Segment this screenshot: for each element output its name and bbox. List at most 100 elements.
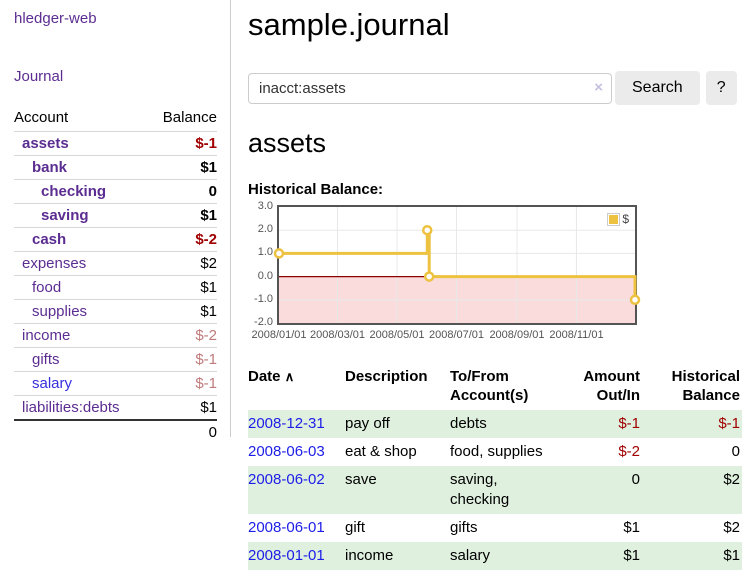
transaction-row: 2008-12-31 pay off debts $-1 $-1 [248, 410, 742, 438]
transaction-row: 2008-06-02 save saving, checking 0 $2 [248, 466, 742, 514]
account-row: food $1 [14, 275, 217, 300]
account-link[interactable]: income [22, 327, 71, 344]
account-link[interactable]: supplies [32, 303, 88, 320]
sidebar-account-rows: assets $-1 bank $1 checking 0 saving $1 cash $-2 e… [14, 131, 217, 420]
balance-column-header2: Historical Balance [671, 368, 740, 404]
y-axis-tick: 1.0 [257, 246, 273, 259]
account-row: assets $-1 [14, 131, 217, 156]
accounts-column-header: To/From Account(s) [450, 368, 529, 404]
account-row: salary $-1 [14, 371, 217, 396]
transaction-accounts: salary [450, 542, 565, 570]
help-button[interactable]: ? [705, 71, 737, 105]
account-link[interactable]: cash [32, 231, 67, 248]
main-content: sample.journal × Search ? assets Histori… [248, 0, 742, 570]
legend-label: $ [622, 212, 629, 226]
account-row: bank $1 [14, 155, 217, 180]
transaction-date-link[interactable]: 2008-01-01 [248, 547, 325, 564]
historical-balance-chart: $ 3.0 2.0 1.0 0.0 -1.0 -2.0 2008/01/01 2008/03/… [248, 200, 742, 345]
account-balance: $-1 [148, 131, 217, 156]
account-column-header: Account [14, 109, 69, 126]
account-balance: $1 [148, 275, 217, 300]
account-link[interactable]: liabilities:debts [22, 399, 120, 416]
transaction-date-link[interactable]: 2008-12-31 [248, 415, 325, 432]
balance-column-header: Balance [162, 109, 217, 126]
register-table: Date ∧ Description To/From Account(s) Am… [248, 367, 742, 570]
account-row: cash $-2 [14, 227, 217, 252]
transaction-date-link[interactable]: 2008-06-01 [248, 519, 325, 536]
account-balance: 0 [148, 179, 217, 204]
y-axis-tick: -2.0 [254, 316, 273, 328]
transaction-balance: $1 [640, 542, 742, 570]
x-axis-tick: 2008/11/01 [549, 329, 604, 341]
transaction-balance: 0 [731, 443, 740, 460]
register-rows: 2008-12-31 pay off debts $-1 $-1 2008-06-03 ea… [248, 410, 742, 570]
account-link[interactable]: saving [41, 207, 89, 224]
search-input[interactable] [248, 72, 612, 104]
date-column-header[interactable]: Date ∧ [248, 368, 295, 385]
account-row: checking 0 [14, 179, 217, 204]
transaction-accounts: food, supplies [450, 443, 543, 460]
transaction-date-link[interactable]: 2008-06-02 [248, 471, 325, 488]
account-link[interactable]: expenses [22, 255, 87, 272]
clear-search-icon[interactable]: × [594, 78, 603, 96]
x-axis-tick: 2008/09/01 [489, 329, 545, 341]
transaction-row: 2008-01-01 income salary $1 $1 [248, 542, 742, 570]
transaction-amount: $-1 [565, 410, 640, 438]
account-row: income $-2 [14, 323, 217, 348]
nav-journal: Journal [14, 68, 230, 86]
transaction-balance: $-1 [640, 410, 742, 438]
transaction-amount: $-2 [618, 443, 640, 460]
transaction-description: pay off [345, 410, 450, 438]
account-link[interactable]: checking [41, 183, 107, 200]
account-balance: $-2 [148, 227, 217, 252]
account-balance-table: Account Balance assets $-1 bank $1 checking 0… [14, 107, 217, 444]
x-axis-tick: 2008/05/01 [369, 329, 425, 341]
sort-asc-icon: ∧ [284, 369, 295, 384]
total-balance: 0 [148, 419, 217, 444]
account-balance: $1 [148, 395, 217, 420]
chart-label: Historical Balance: [248, 181, 384, 198]
account-link[interactable]: salary [32, 375, 73, 392]
transaction-amount: $1 [623, 519, 640, 536]
account-row: supplies $1 [14, 299, 217, 324]
transaction-description: eat & shop [345, 443, 417, 460]
account-heading: assets [248, 128, 327, 158]
search-button[interactable]: Search [615, 71, 700, 105]
x-axis-tick: 2008/01/01 [251, 329, 307, 341]
chart-canvas [273, 207, 641, 323]
app-title-link[interactable]: hledger-web [14, 10, 97, 27]
account-link[interactable]: assets [22, 135, 69, 152]
account-link[interactable]: food [32, 279, 62, 296]
transaction-description: income [345, 542, 450, 570]
legend-swatch-icon [607, 212, 621, 226]
account-balance: $-2 [148, 323, 217, 348]
account-link[interactable]: gifts [32, 351, 60, 368]
journal-link[interactable]: Journal [14, 68, 64, 85]
total-row: 0 [14, 419, 217, 444]
x-axis-tick: 2008/03/01 [309, 329, 366, 341]
sidebar: hledger-web Journal Account Balance asse… [0, 0, 231, 444]
search-form: × Search ? [248, 71, 742, 105]
account-row: saving $1 [14, 203, 217, 228]
y-axis-tick: 2.0 [257, 223, 273, 236]
transaction-accounts: debts [450, 410, 565, 438]
transaction-row: 2008-06-01 gift gifts $1 $2 [248, 514, 742, 542]
app-title: hledger-web [14, 10, 230, 28]
account-row: gifts $-1 [14, 347, 217, 372]
account-row: liabilities:debts $1 [14, 395, 217, 420]
transaction-description: save [345, 466, 450, 514]
account-balance: $1 [148, 299, 217, 324]
transaction-balance: $2 [640, 466, 742, 514]
description-column-header: Description [345, 368, 428, 385]
transaction-amount: 0 [565, 466, 640, 514]
transaction-row: 2008-06-03 eat & shop food, supplies $-2 0 [248, 438, 742, 466]
y-axis-tick: 3.0 [257, 200, 273, 212]
account-balance: $-1 [148, 371, 217, 396]
account-balance: $1 [148, 155, 217, 180]
page-title: sample.journal [248, 7, 450, 42]
transaction-date-link[interactable]: 2008-06-03 [248, 443, 325, 460]
account-balance: $2 [148, 251, 217, 276]
chart-plot-area[interactable]: $ [273, 205, 641, 325]
account-link[interactable]: bank [32, 159, 68, 176]
transaction-accounts: gifts [450, 519, 478, 536]
